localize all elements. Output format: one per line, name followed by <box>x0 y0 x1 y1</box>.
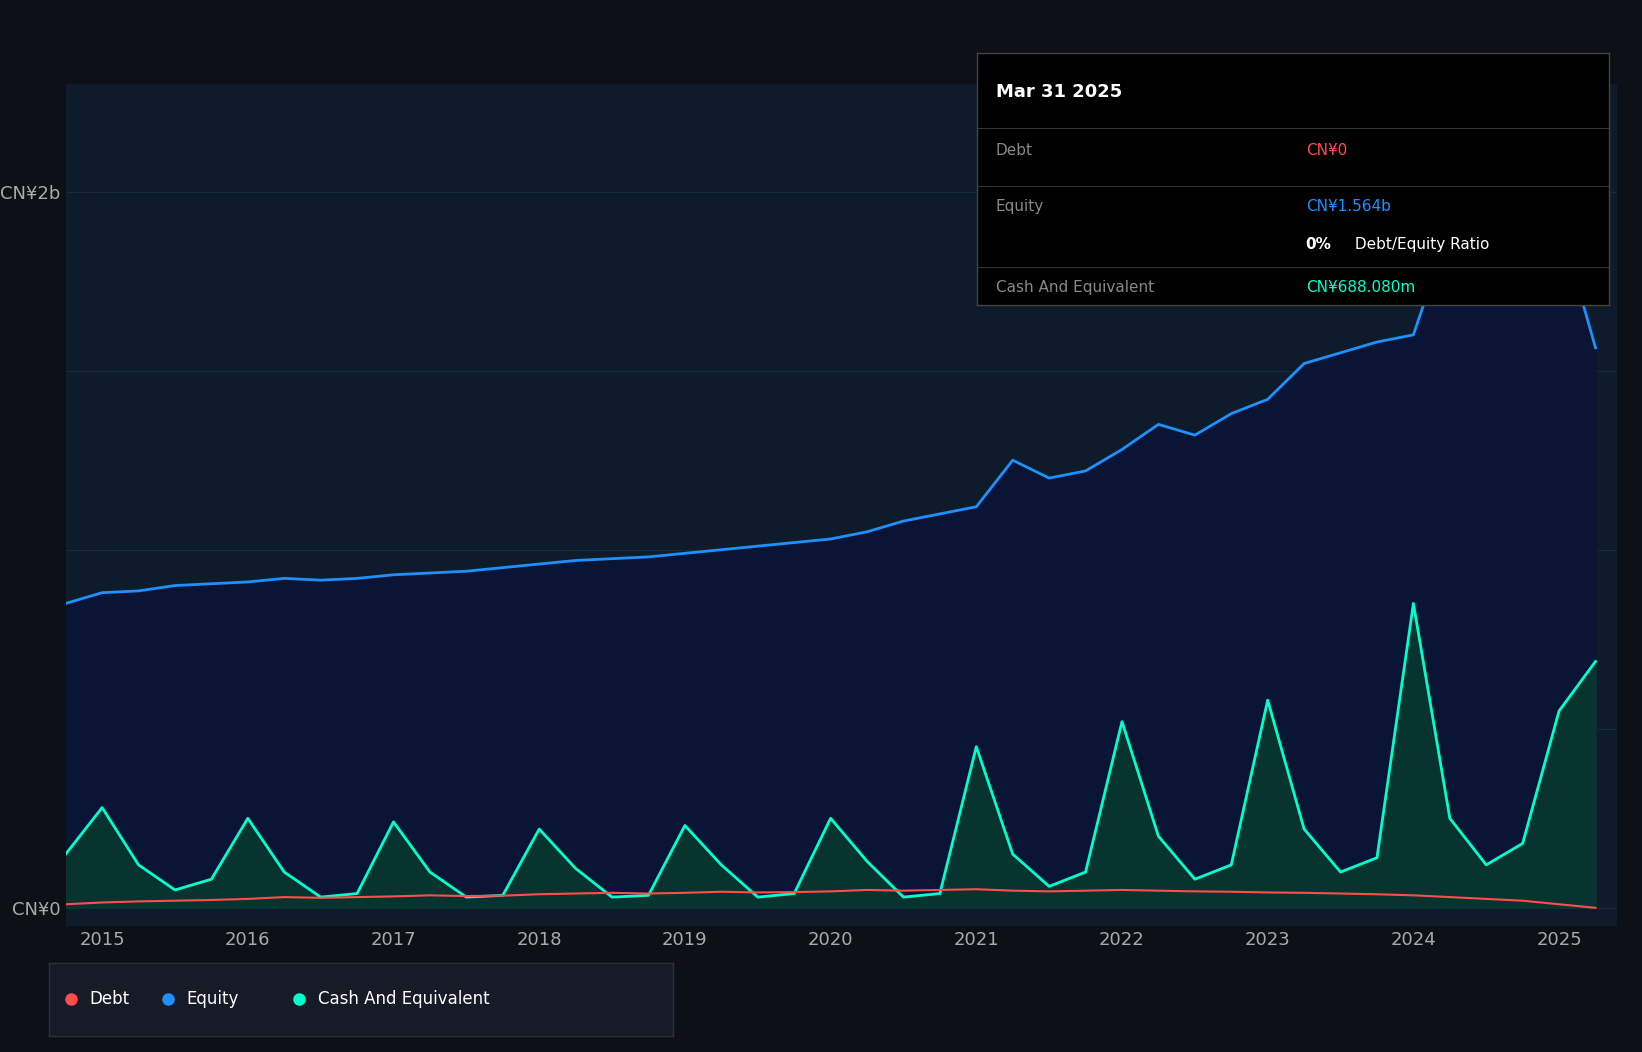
Text: 0%: 0% <box>1305 237 1332 251</box>
Text: Equity: Equity <box>187 990 238 1009</box>
Text: Cash And Equivalent: Cash And Equivalent <box>317 990 489 1009</box>
Text: Cash And Equivalent: Cash And Equivalent <box>997 280 1154 295</box>
Text: Debt/Equity Ratio: Debt/Equity Ratio <box>1350 237 1489 251</box>
Text: CN¥0: CN¥0 <box>1305 143 1346 159</box>
Text: CN¥1.564b: CN¥1.564b <box>1305 199 1391 214</box>
Text: Debt: Debt <box>997 143 1033 159</box>
Text: Debt: Debt <box>90 990 130 1009</box>
Text: CN¥688.080m: CN¥688.080m <box>1305 280 1415 295</box>
Text: Equity: Equity <box>997 199 1044 214</box>
Text: Mar 31 2025: Mar 31 2025 <box>997 83 1121 101</box>
